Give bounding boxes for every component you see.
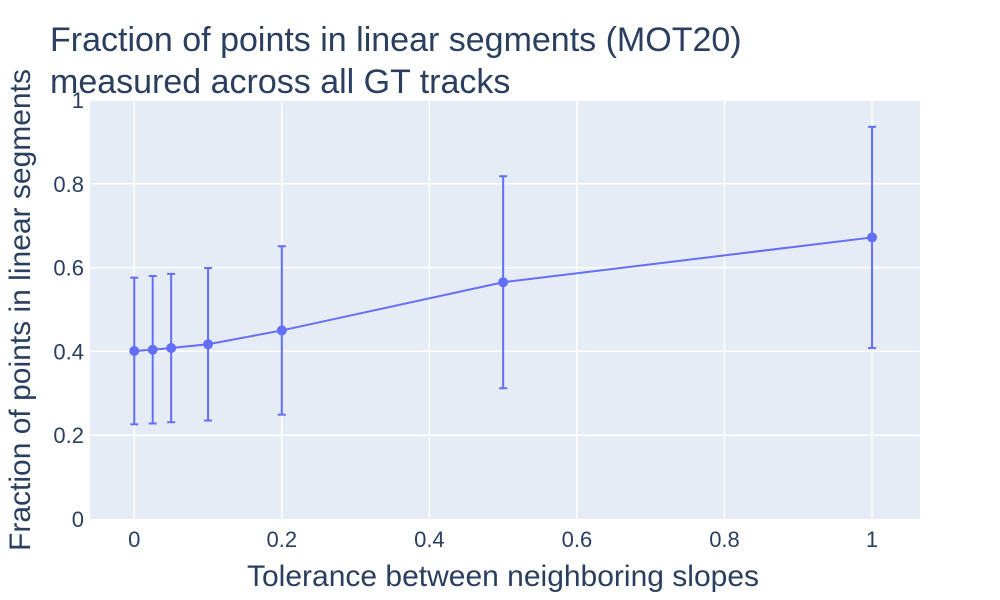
x-tick-label: 1 [866,527,878,552]
chart-title-line-2: measured across all GT tracks [50,63,510,101]
data-point [203,339,214,350]
chart-title-line-1: Fraction of points in linear segments (M… [50,21,742,59]
data-point [276,325,287,336]
y-tick-label: 0.6 [53,256,84,281]
tick-labels: 0 0.2 0.4 0.6 0.8 1 0 0.2 0.4 0.6 0.8 1 [53,88,878,552]
plot-background [90,100,920,519]
y-tick-label: 0 [72,507,84,532]
x-tick-label: 0.2 [267,527,298,552]
data-layer [129,125,878,426]
x-tick-label: 0.6 [562,527,593,552]
x-tick-label: 0 [128,527,140,552]
data-point [166,343,177,354]
data-point [867,232,878,243]
y-tick-label: 0.2 [53,423,84,448]
y-tick-label: 1 [72,88,84,113]
data-point [129,345,140,356]
y-tick-label: 0.4 [53,339,84,364]
x-axis-title: Tolerance between neighboring slopes [247,560,759,593]
data-point [498,277,509,288]
y-axis-title: Fraction of points in linear segments [4,69,37,551]
x-tick-label: 0.4 [414,527,445,552]
y-tick-label: 0.8 [53,172,84,197]
x-tick-label: 0.8 [709,527,740,552]
data-point [147,344,158,355]
